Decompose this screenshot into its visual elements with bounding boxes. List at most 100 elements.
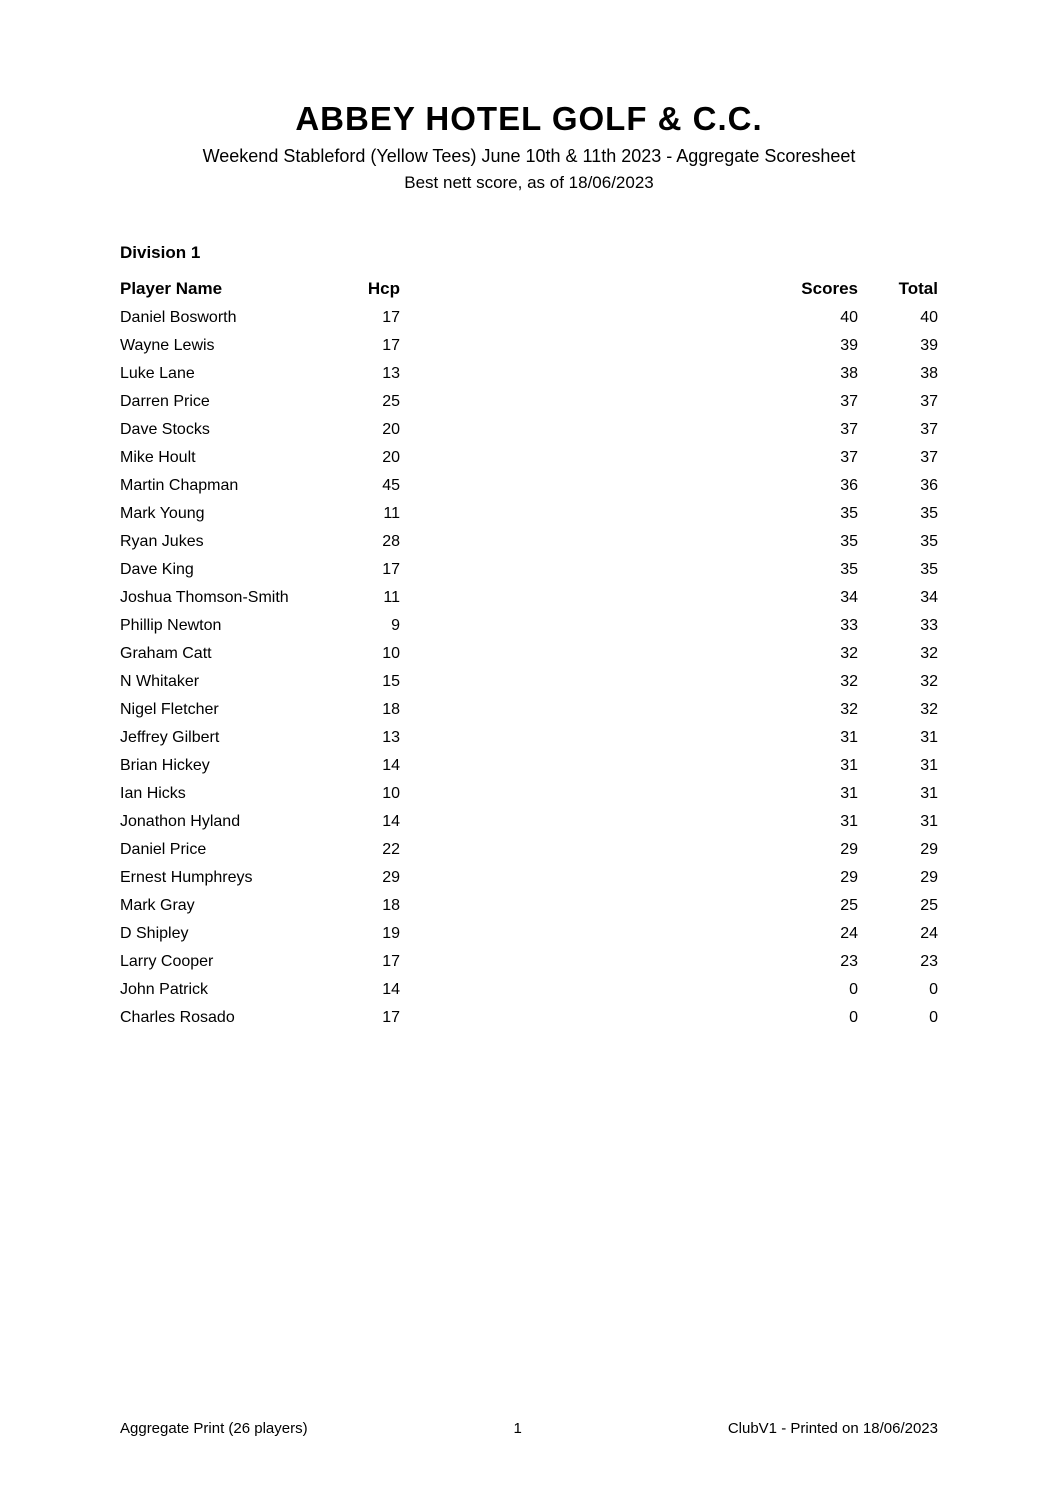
player-name-cell: Larry Cooper: [120, 953, 340, 971]
table-row: Ryan Jukes283535: [120, 533, 938, 551]
scores-cell: 32: [778, 673, 858, 691]
table-row: John Patrick1400: [120, 981, 938, 999]
scores-cell: 29: [778, 841, 858, 859]
scores-cell: 35: [778, 533, 858, 551]
row-spacer: [400, 337, 778, 355]
hcp-cell: 11: [340, 505, 400, 523]
hcp-cell: 14: [340, 981, 400, 999]
hcp-cell: 14: [340, 757, 400, 775]
scores-cell: 31: [778, 785, 858, 803]
row-spacer: [400, 589, 778, 607]
row-spacer: [400, 673, 778, 691]
hcp-cell: 22: [340, 841, 400, 859]
total-cell: 0: [858, 981, 938, 999]
player-name-cell: Phillip Newton: [120, 617, 340, 635]
table-row: N Whitaker15 3232: [120, 673, 938, 691]
player-name-cell: Ryan Jukes: [120, 533, 340, 551]
scores-cell: 0: [778, 981, 858, 999]
total-cell: 24: [858, 925, 938, 943]
scores-cell: 39: [778, 337, 858, 355]
hcp-cell: 15: [340, 673, 400, 691]
scores-cell: 36: [778, 477, 858, 495]
total-cell: 32: [858, 645, 938, 663]
table-row: Ian Hicks103131: [120, 785, 938, 803]
row-spacer: [400, 953, 778, 971]
hcp-cell: 17: [340, 953, 400, 971]
hcp-cell: 10: [340, 785, 400, 803]
hcp-cell: 18: [340, 897, 400, 915]
table-body: Daniel Bosworth174040Wayne Lewis173939Lu…: [120, 309, 938, 1027]
hcp-cell: 13: [340, 365, 400, 383]
row-spacer: [400, 729, 778, 747]
row-spacer: [400, 645, 778, 663]
player-name-cell: Luke Lane: [120, 365, 340, 383]
scores-cell: 25: [778, 897, 858, 915]
scores-cell: 35: [778, 561, 858, 579]
row-spacer: [400, 617, 778, 635]
total-cell: 32: [858, 701, 938, 719]
row-spacer: [400, 505, 778, 523]
table-row: Wayne Lewis173939: [120, 337, 938, 355]
division-label: Division 1: [120, 243, 938, 263]
scores-cell: 31: [778, 729, 858, 747]
row-spacer: [400, 813, 778, 831]
scores-cell: 23: [778, 953, 858, 971]
total-cell: 35: [858, 505, 938, 523]
scores-cell: 29: [778, 869, 858, 887]
total-cell: 23: [858, 953, 938, 971]
table-row: Mark Gray182525: [120, 897, 938, 915]
scores-cell: 35: [778, 505, 858, 523]
table-row: Larry Cooper17 2323: [120, 953, 938, 971]
scores-cell: 33: [778, 617, 858, 635]
table-row: Charles Rosado1700: [120, 1009, 938, 1027]
table-row: Jeffrey Gilbert133131: [120, 729, 938, 747]
total-cell: 36: [858, 477, 938, 495]
hcp-cell: 25: [340, 393, 400, 411]
hcp-cell: 17: [340, 337, 400, 355]
hcp-cell: 20: [340, 449, 400, 467]
footer-page-number: 1: [514, 1420, 522, 1437]
hcp-cell: 13: [340, 729, 400, 747]
player-name-cell: Darren Price: [120, 393, 340, 411]
table-row: Graham Catt103232: [120, 645, 938, 663]
hcp-cell: 11: [340, 589, 400, 607]
hcp-cell: 19: [340, 925, 400, 943]
total-cell: 40: [858, 309, 938, 327]
table-row: Nigel Fletcher183232: [120, 701, 938, 719]
row-spacer: [400, 561, 778, 579]
row-spacer: [400, 309, 778, 327]
player-name-cell: Jeffrey Gilbert: [120, 729, 340, 747]
table-row: Jonathon Hyland143131: [120, 813, 938, 831]
total-cell: 32: [858, 673, 938, 691]
hcp-cell: 20: [340, 421, 400, 439]
hcp-cell: 17: [340, 309, 400, 327]
hcp-cell: 17: [340, 561, 400, 579]
scores-cell: 31: [778, 757, 858, 775]
table-row: Daniel Bosworth174040: [120, 309, 938, 327]
scores-cell: 24: [778, 925, 858, 943]
total-cell: 33: [858, 617, 938, 635]
column-header-total: Total: [858, 279, 938, 299]
player-name-cell: Mark Young: [120, 505, 340, 523]
player-name-cell: Daniel Price: [120, 841, 340, 859]
row-spacer: [400, 533, 778, 551]
player-name-cell: Nigel Fletcher: [120, 701, 340, 719]
total-cell: 29: [858, 869, 938, 887]
hcp-cell: 9: [340, 617, 400, 635]
total-cell: 35: [858, 561, 938, 579]
row-spacer: [400, 365, 778, 383]
table-row: Ernest Humphreys292929: [120, 869, 938, 887]
scores-cell: 32: [778, 701, 858, 719]
column-header-player-name: Player Name: [120, 279, 340, 299]
player-name-cell: N Whitaker: [120, 673, 340, 691]
scores-cell: 0: [778, 1009, 858, 1027]
footer-left: Aggregate Print (26 players): [120, 1420, 308, 1437]
hcp-cell: 45: [340, 477, 400, 495]
player-name-cell: Brian Hickey: [120, 757, 340, 775]
player-name-cell: D Shipley: [120, 925, 340, 943]
footer-right: ClubV1 - Printed on 18/06/2023: [728, 1420, 938, 1437]
player-name-cell: Graham Catt: [120, 645, 340, 663]
table-row: Luke Lane133838: [120, 365, 938, 383]
total-cell: 29: [858, 841, 938, 859]
scores-cell: 37: [778, 421, 858, 439]
